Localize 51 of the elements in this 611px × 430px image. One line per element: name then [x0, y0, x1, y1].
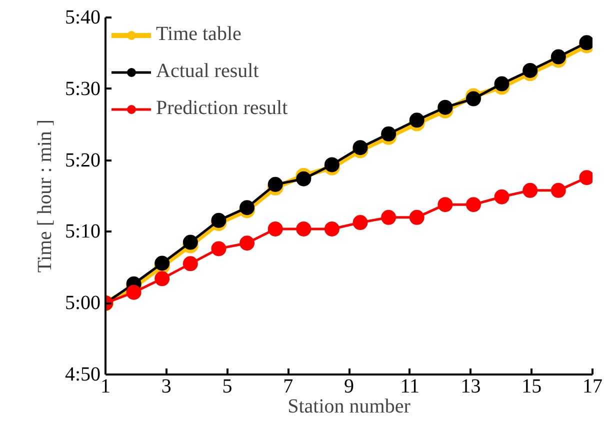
point	[211, 241, 226, 256]
y-tick-label: 5:10	[64, 220, 101, 243]
y-tick-label: 4:50	[64, 364, 101, 386]
point	[240, 236, 255, 251]
legend-label: Prediction result	[156, 97, 288, 120]
point	[324, 157, 340, 172]
point	[494, 76, 510, 92]
point	[211, 212, 226, 228]
point	[522, 63, 538, 78]
x-tick-label: 3	[161, 376, 172, 398]
point	[466, 91, 481, 106]
legend-label: Time table	[156, 23, 242, 46]
point	[296, 171, 312, 186]
point	[182, 234, 198, 250]
point	[182, 256, 198, 272]
point	[381, 210, 396, 225]
point	[296, 222, 312, 236]
x-tick-label: 11	[400, 376, 420, 398]
point	[522, 182, 538, 198]
x-axis-title: Station number	[288, 396, 411, 418]
y-axis-title: Time [ hour : min ]	[34, 119, 56, 273]
x-tick-label: 13	[460, 376, 481, 398]
legend-label: Actual result	[156, 60, 259, 83]
point	[438, 197, 453, 212]
point	[352, 215, 368, 230]
y-tick-label: 5:00	[64, 292, 101, 314]
point	[352, 140, 368, 156]
point	[268, 176, 283, 192]
point	[240, 200, 255, 216]
point	[494, 189, 510, 204]
y-tick-label: 5:30	[64, 78, 101, 100]
x-tick-label: 9	[344, 376, 354, 398]
point	[126, 284, 142, 300]
point	[381, 126, 396, 142]
x-tick-label: 5	[222, 376, 232, 398]
point	[466, 197, 481, 212]
y-tick-label: 5:20	[64, 149, 101, 172]
x-tick-label: 7	[283, 376, 294, 398]
point	[409, 112, 424, 128]
point	[324, 222, 340, 236]
point	[154, 271, 170, 286]
y-tick-label: 5:40	[64, 6, 101, 28]
point	[550, 49, 566, 64]
point	[438, 100, 453, 115]
x-tick-label: 1	[100, 376, 110, 398]
point	[550, 182, 566, 198]
point	[268, 222, 283, 236]
point	[154, 256, 170, 271]
x-tick-label: 15	[522, 376, 542, 398]
x-tick-label: 17	[582, 376, 602, 398]
point	[409, 210, 424, 225]
